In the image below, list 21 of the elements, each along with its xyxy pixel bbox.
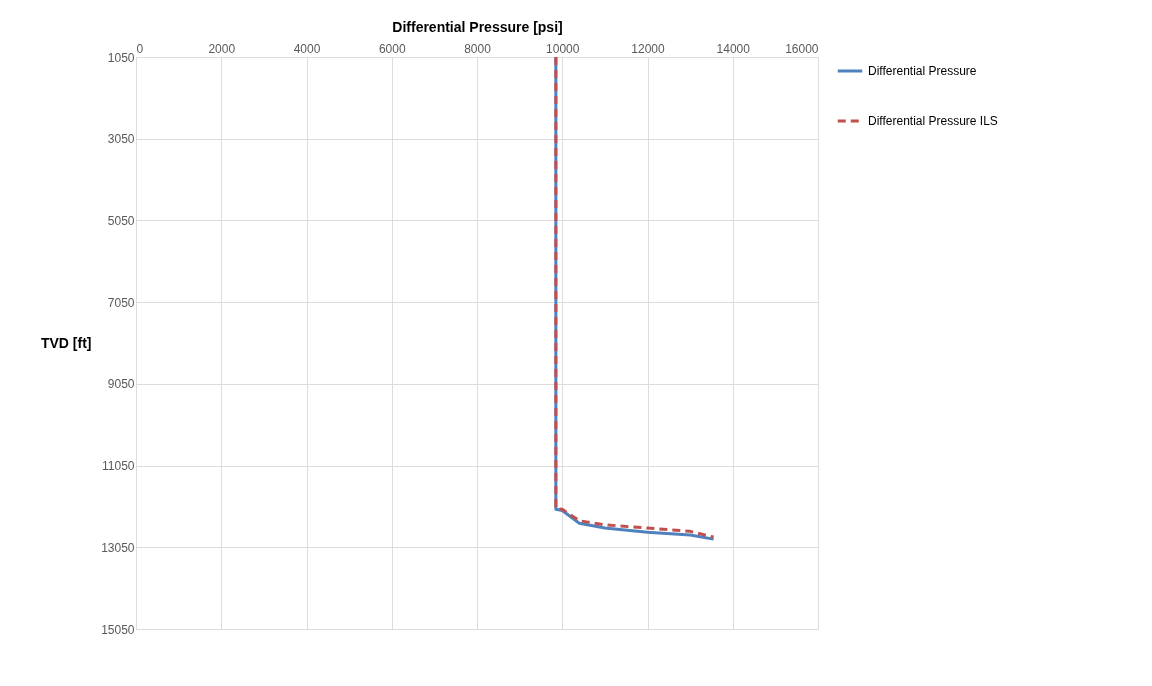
x-axis-title: Differential Pressure [psi] — [392, 18, 563, 35]
x-tick-label: 14000 — [716, 41, 751, 56]
x-tick-label: 2000 — [208, 41, 236, 56]
y-tick-label: 9050 — [107, 377, 135, 392]
x-tick-label: 10000 — [546, 41, 580, 56]
y-tick-label: 11050 — [102, 459, 135, 474]
y-tick-label: 3050 — [107, 132, 135, 147]
x-tick-label: 0 — [136, 41, 144, 56]
legend-label: Differential Pressure ILS — [868, 114, 998, 128]
y-tick-label: 13050 — [101, 540, 135, 555]
y-tick-label: 7050 — [107, 295, 135, 310]
y-tick-label: 15050 — [101, 622, 135, 637]
legend-label: Differential Pressure — [868, 64, 977, 78]
y-tick-label: 5050 — [107, 213, 135, 228]
x-tick-label: 12000 — [631, 41, 666, 56]
x-tick-label: 8000 — [464, 41, 492, 56]
x-tick-label: 6000 — [378, 41, 406, 56]
x-tick-label: 4000 — [293, 41, 321, 56]
y-tick-label: 1050 — [107, 50, 135, 65]
y-axis-title: TVD [ft] — [40, 334, 92, 351]
x-tick-label: 16000 — [785, 41, 819, 56]
